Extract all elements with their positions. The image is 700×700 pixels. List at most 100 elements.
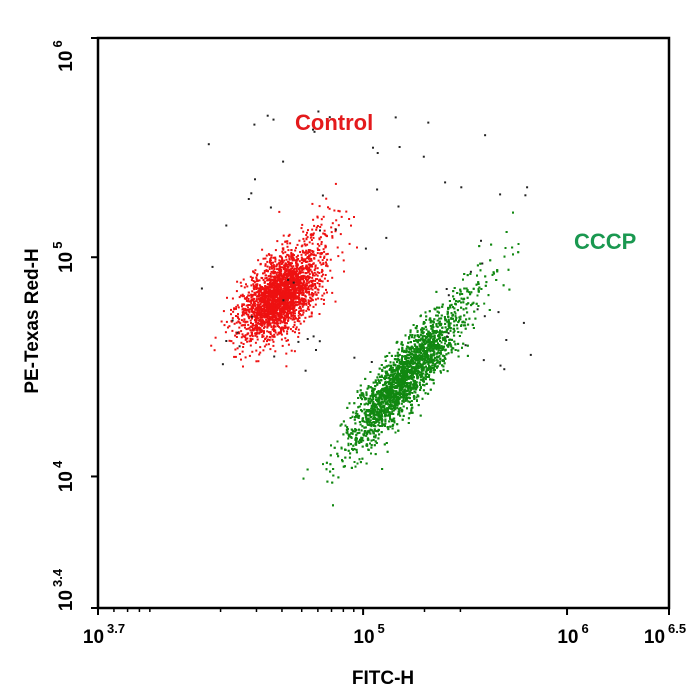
control-dot xyxy=(292,305,295,308)
control-dot xyxy=(269,348,272,351)
control-dot xyxy=(248,315,251,318)
control-dot xyxy=(249,334,252,337)
control-dot xyxy=(298,266,301,269)
control-dot xyxy=(306,243,309,246)
control-dot xyxy=(298,301,301,304)
cccp-dot xyxy=(457,321,460,324)
control-dot xyxy=(290,252,293,254)
control-dot xyxy=(280,286,283,289)
control-dot xyxy=(311,228,314,231)
control-dot xyxy=(279,293,282,296)
control-dot xyxy=(322,248,325,251)
control-dot xyxy=(292,277,294,280)
control-dot xyxy=(308,260,311,263)
control-dot xyxy=(279,322,282,325)
control-dot xyxy=(273,335,276,338)
control-dot xyxy=(285,279,288,282)
control-dot xyxy=(242,310,245,313)
control-dot xyxy=(253,311,256,313)
control-dot xyxy=(256,279,259,282)
control-dot xyxy=(234,348,237,351)
control-dot xyxy=(314,254,317,257)
control-dot xyxy=(307,281,310,284)
cccp-dot xyxy=(381,398,383,401)
cccp-dot xyxy=(436,365,439,368)
control-dot xyxy=(248,308,251,311)
control-dot xyxy=(274,331,277,334)
control-dot xyxy=(250,314,253,317)
control-dot xyxy=(310,311,313,314)
control-dot xyxy=(269,333,272,336)
control-dot xyxy=(261,316,264,319)
control-dot xyxy=(278,274,281,277)
control-dot xyxy=(301,249,304,252)
control-dot xyxy=(278,289,281,292)
control-dot xyxy=(281,266,283,269)
control-dot xyxy=(287,317,290,320)
control-dot xyxy=(334,300,337,303)
control-dot xyxy=(277,300,280,303)
control-dot xyxy=(315,228,318,231)
control-dot xyxy=(283,314,286,317)
control-dot xyxy=(251,338,254,341)
cccp-dot xyxy=(433,336,436,339)
control-dot xyxy=(274,258,277,261)
cccp-dot xyxy=(410,411,413,414)
control-dot xyxy=(274,293,277,296)
control-dot xyxy=(310,293,313,296)
control-dot xyxy=(301,297,303,300)
control-dot xyxy=(274,322,277,325)
control-dot xyxy=(239,294,242,297)
control-dot xyxy=(287,280,290,283)
control-dot xyxy=(337,209,340,212)
control-dot xyxy=(272,319,274,322)
control-dot xyxy=(293,291,296,294)
control-dot xyxy=(262,332,265,335)
control-dot xyxy=(302,237,305,240)
control-dot xyxy=(247,313,250,316)
control-dot xyxy=(255,298,258,301)
control-dot xyxy=(250,310,253,313)
control-dot xyxy=(275,273,278,276)
control-dot xyxy=(282,268,285,271)
cccp-dot xyxy=(351,432,354,435)
control-dot xyxy=(266,270,269,273)
control-dot xyxy=(308,254,311,257)
control-dot xyxy=(307,306,310,308)
control-dot xyxy=(314,278,317,281)
control-dot xyxy=(284,308,286,311)
cccp-dot xyxy=(457,331,460,333)
control-dot xyxy=(270,275,272,278)
control-dot xyxy=(284,299,287,302)
control-dot xyxy=(282,316,285,319)
control-dot xyxy=(268,284,271,287)
cccp-dot xyxy=(401,394,404,396)
control-dot xyxy=(263,304,266,306)
control-dot xyxy=(277,268,280,271)
control-dot xyxy=(246,299,249,302)
control-dot xyxy=(274,298,277,301)
control-dot xyxy=(297,287,300,290)
control-dot xyxy=(268,295,271,298)
control-dot xyxy=(249,338,252,341)
control-dot xyxy=(276,298,279,301)
control-dot xyxy=(267,304,270,307)
control-dot xyxy=(320,252,323,254)
control-dot xyxy=(291,311,294,314)
control-dot xyxy=(271,285,274,287)
control-dot xyxy=(260,331,262,333)
control-dot xyxy=(296,263,299,266)
control-dot xyxy=(277,283,280,286)
control-dot xyxy=(318,283,321,285)
control-dot xyxy=(320,275,323,278)
control-dot xyxy=(308,268,311,271)
control-dot xyxy=(311,282,314,285)
control-dot xyxy=(252,283,255,286)
control-dot xyxy=(272,264,275,267)
cccp-dot xyxy=(392,383,395,386)
control-dot xyxy=(297,303,300,306)
control-dot xyxy=(322,302,325,305)
control-dot xyxy=(312,273,314,276)
cccp-dot xyxy=(391,366,394,369)
control-dot xyxy=(253,328,256,331)
